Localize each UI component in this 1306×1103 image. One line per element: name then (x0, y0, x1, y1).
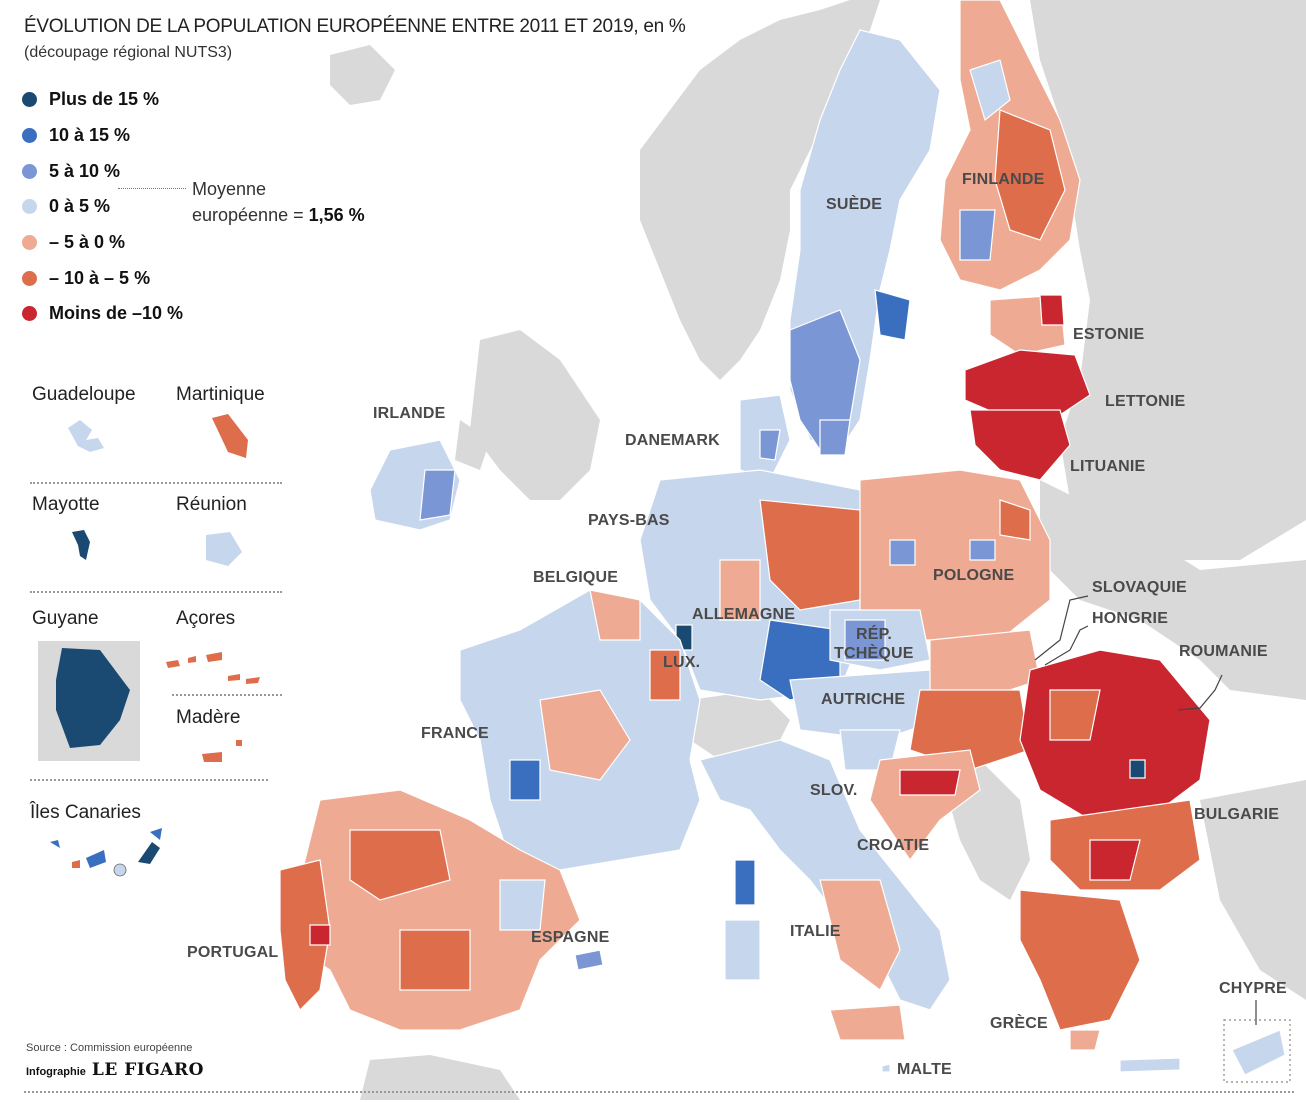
credit-prefix: Infographie (26, 1066, 86, 1078)
country-label-grece: GRÈCE (990, 1015, 1048, 1032)
inset-separator (30, 779, 268, 781)
legend-item: Moins de –10 % (22, 296, 183, 332)
average-leader-line (118, 188, 186, 189)
reunion-shape (206, 532, 242, 566)
legend: Plus de 15 % 10 à 15 % 5 à 10 % 0 à 5 % … (22, 82, 183, 332)
legend-swatch (22, 270, 37, 286)
non-eu-land (330, 0, 1306, 1100)
country-label-suede: SUÈDE (826, 196, 883, 213)
acores-shape (166, 652, 260, 684)
legend-swatch (22, 92, 37, 108)
madere-shape (202, 740, 242, 762)
canaries-shape (50, 828, 162, 877)
country-label-allemagne: ALLEMAGNE (692, 606, 796, 623)
leader-lines (1034, 595, 1291, 1083)
average-prefix: Moyenne (192, 179, 267, 199)
country-label-rep-tcheque-2: TCHÈQUE (834, 645, 914, 662)
country-label-france: FRANCE (421, 725, 489, 742)
inset-separator (30, 482, 282, 484)
legend-item: 5 à 10 % (22, 153, 183, 189)
legend-label: – 10 à – 5 % (49, 267, 151, 288)
inset-label-reunion: Réunion (176, 494, 247, 515)
inset-label-mayotte: Mayotte (32, 494, 100, 515)
inset-label-martinique: Martinique (176, 384, 265, 405)
country-label-roumanie: ROUMANIE (1179, 643, 1268, 660)
inset-label-canaries: Îles Canaries (30, 802, 141, 823)
inset-label-acores: Açores (176, 608, 236, 629)
country-label-lux: LUX. (663, 654, 701, 671)
map-subtitle: (découpage régional NUTS3) (24, 44, 233, 61)
legend-item: Plus de 15 % (22, 82, 183, 118)
country-label-rep-tcheque: RÉP. (856, 626, 893, 643)
country-label-autriche: AUTRICHE (821, 691, 906, 708)
country-label-bulgarie: BULGARIE (1194, 806, 1280, 823)
country-label-croatie: CROATIE (857, 837, 930, 854)
country-label-pays-bas: PAYS-BAS (588, 512, 670, 529)
country-label-espagne: ESPAGNE (531, 929, 610, 946)
guyane-shape (56, 648, 130, 748)
legend-swatch (22, 199, 37, 215)
martinique-shape (212, 414, 248, 458)
country-label-portugal: PORTUGAL (187, 944, 279, 961)
country-label-lituanie: LITUANIE (1070, 458, 1146, 475)
legend-item: 10 à 15 % (22, 118, 183, 154)
map-title: ÉVOLUTION DE LA POPULATION EUROPÉENNE EN… (24, 16, 686, 37)
country-label-finlande: FINLANDE (962, 171, 1045, 188)
country-label-estonie: ESTONIE (1073, 326, 1145, 343)
country-label-slov: SLOV. (810, 782, 858, 799)
average-line: européenne = 1,56 % (192, 202, 365, 228)
bottom-rule (24, 1091, 1294, 1093)
legend-label: 5 à 10 % (49, 160, 121, 181)
legend-swatch (22, 306, 37, 322)
average-value: 1,56 % (308, 205, 365, 225)
guadeloupe-shape (68, 420, 104, 452)
legend-label: 10 à 15 % (49, 125, 131, 146)
legend-swatch (22, 235, 37, 251)
country-label-danemark: DANEMARK (625, 432, 720, 449)
country-label-chypre: CHYPRE (1219, 980, 1287, 997)
country-label-irlande: IRLANDE (373, 405, 446, 422)
brand-logo: LE FIGARO (91, 1060, 204, 1080)
legend-swatch (22, 163, 37, 179)
country-label-hongrie: HONGRIE (1092, 610, 1169, 627)
inset-label-guadeloupe: Guadeloupe (32, 384, 136, 405)
legend-item: – 10 à – 5 % (22, 260, 183, 296)
legend-label: – 5 à 0 % (49, 232, 126, 253)
average-text: européenne = (192, 205, 309, 225)
inset-separator (30, 591, 282, 593)
country-label-malte: MALTE (897, 1061, 952, 1078)
european-average: Moyenne européenne = 1,56 % (192, 176, 365, 228)
legend-label: Moins de –10 % (49, 303, 184, 324)
legend-item: – 5 à 0 % (22, 225, 183, 261)
country-label-belgique: BELGIQUE (533, 569, 619, 586)
country-label-italie: ITALIE (790, 923, 841, 940)
credit: Infographie LE FIGARO (26, 1060, 204, 1080)
inset-separator (172, 694, 282, 696)
inset-label-guyane: Guyane (32, 608, 99, 629)
country-label-pologne: POLOGNE (933, 567, 1015, 584)
insets (38, 414, 260, 877)
source-note: Source : Commission européenne (26, 1042, 193, 1054)
legend-label: Plus de 15 % (49, 89, 160, 110)
country-label-lettonie: LETTONIE (1105, 393, 1186, 410)
eu-regions (279, 0, 1286, 1076)
country-label-slovaquie: SLOVAQUIE (1092, 579, 1187, 596)
legend-swatch (22, 128, 37, 144)
mayotte-shape (72, 530, 90, 560)
inset-label-madere: Madère (176, 707, 241, 728)
legend-label: 0 à 5 % (49, 196, 111, 217)
legend-item: 0 à 5 % (22, 189, 183, 225)
